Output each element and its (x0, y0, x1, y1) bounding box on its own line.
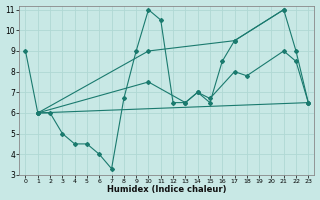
X-axis label: Humidex (Indice chaleur): Humidex (Indice chaleur) (107, 185, 227, 194)
